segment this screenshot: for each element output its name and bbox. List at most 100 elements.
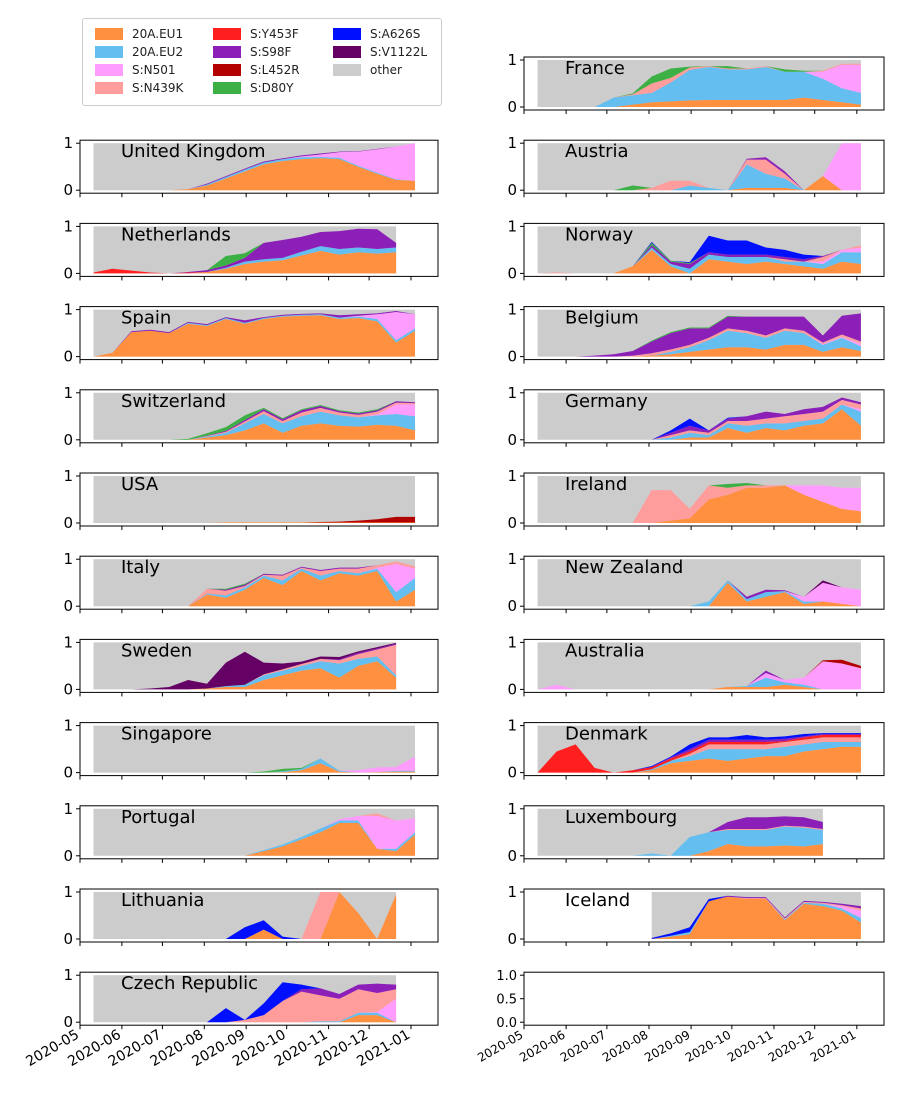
area-s-a626s	[651, 895, 861, 939]
y-tick-label: 1	[507, 134, 517, 152]
legend-label: S:S98F	[250, 45, 292, 59]
area-20a-eu2	[537, 826, 823, 856]
axes-frame	[523, 139, 885, 194]
y-tick-label: 0	[63, 431, 73, 449]
subplot-spain: 0 1 Spain	[63, 301, 439, 366]
country-label: Iceland	[565, 890, 630, 911]
axes-frame	[523, 888, 885, 943]
x-tick-label: 2020-06	[517, 1028, 567, 1065]
axes-frame	[79, 472, 439, 527]
legend-entry-s-v1122l: S:V1122L	[333, 44, 427, 60]
area-20a-eu2	[93, 758, 416, 773]
area-s-n439k	[537, 328, 861, 357]
y-tick-label: 1	[63, 633, 73, 651]
country-label: Australia	[565, 640, 645, 661]
y-tick-label: 0	[507, 264, 517, 282]
subplot-singapore: 0 1 Singapore	[63, 717, 439, 782]
y-tick-label: 1	[507, 384, 517, 402]
country-label: Switzerland	[121, 391, 226, 412]
axes-frame	[79, 139, 439, 194]
x-tick-label: 2020-07	[558, 1028, 608, 1065]
y-tick-label: 1	[507, 633, 517, 651]
y-tick-label: 1	[507, 800, 517, 818]
area-20a-eu2	[537, 330, 861, 357]
subplot-luxembourg: 0 1 Luxembourg	[507, 800, 885, 865]
subplot-belgium: 0 1 Belgium	[507, 301, 885, 366]
y-tick-label: 1	[507, 883, 517, 901]
axes-frame	[79, 638, 439, 693]
country-label: Netherlands	[121, 224, 231, 245]
legend: 20A.EU1 20A.EU2 S:N501 S:N439K S:Y453F S:S98F…	[82, 18, 442, 106]
subplot-denmark: 0 1 Denmark	[507, 717, 885, 782]
country-label: Norway	[565, 224, 634, 245]
legend-entry-s-y453f: S:Y453F	[213, 26, 299, 42]
subplot-usa: 0 1 USA	[63, 467, 439, 532]
subplot-united-kingdom: 0 1 United Kingdom	[63, 134, 439, 199]
axes-frame	[523, 222, 885, 277]
legend-label: 20A.EU1	[132, 27, 184, 41]
axes-frame	[79, 222, 439, 277]
y-tick-label: 1	[63, 800, 73, 818]
x-tick-label: 2020-10	[683, 1028, 733, 1065]
axes-frame	[79, 555, 439, 610]
x-tick-label: 2020-08	[600, 1028, 650, 1065]
subplot-switzerland: 0 1 Switzerland	[63, 384, 439, 449]
y-tick-label: 1	[507, 51, 517, 69]
area-20a-eu1	[93, 763, 416, 773]
subplot-portugal: 0 1 Portugal	[63, 800, 439, 865]
area-20a-eu1	[93, 892, 397, 939]
legend-swatch	[95, 46, 123, 58]
area-20a-eu1	[93, 250, 397, 274]
area-s-l452r	[93, 516, 416, 523]
y-tick-label: 1	[63, 384, 73, 402]
area-20a-eu1	[537, 746, 861, 773]
subplot-australia: 0 1 Australia	[507, 633, 885, 698]
area-s-n501	[93, 815, 416, 856]
area-20a-eu1	[93, 822, 416, 856]
area-s-s98f	[93, 228, 397, 274]
y-tick-label: 1	[63, 883, 73, 901]
y-tick-label: 0	[63, 181, 73, 199]
subplot-lithuania: 0 1 Lithuania	[63, 883, 439, 948]
area-s-s98f	[93, 401, 416, 440]
area-20a-eu1	[537, 582, 861, 607]
country-label: Sweden	[121, 640, 192, 661]
subplot-sweden: 0 1 Sweden	[63, 633, 439, 698]
area-s-n439k	[537, 485, 861, 523]
country-label: France	[565, 58, 625, 79]
y-tick-label: 0	[507, 98, 517, 116]
area-s-v1122l	[537, 580, 861, 607]
y-tick-label: 1	[507, 717, 517, 735]
area-20a-eu1	[93, 158, 416, 191]
area-other	[93, 476, 416, 523]
legend-swatch	[95, 28, 123, 40]
legend-label: S:A626S	[370, 27, 421, 41]
legend-label: S:N439K	[132, 81, 184, 95]
legend-swatch	[213, 64, 241, 76]
legend-label: S:D80Y	[250, 81, 294, 95]
y-tick-label: 1.0	[496, 969, 517, 984]
area-20a-eu2	[93, 246, 397, 274]
area-s-y453f	[537, 735, 861, 773]
legend-swatch	[213, 28, 241, 40]
legend-entry-20a-eu2: 20A.EU2	[95, 44, 183, 60]
x-tick-label: 2020-11	[725, 1028, 775, 1065]
country-label: Belgium	[565, 308, 639, 329]
y-tick-label: 0	[507, 181, 517, 199]
country-label: Ireland	[565, 474, 627, 495]
area-20a-eu1	[537, 485, 861, 523]
axes-frame	[523, 306, 885, 361]
area-s-n439k	[537, 737, 861, 773]
x-tick-label: 2020-09	[642, 1028, 692, 1065]
y-tick-label: 1	[63, 301, 73, 319]
legend-swatch	[333, 64, 361, 76]
legend-swatch	[333, 28, 361, 40]
subplot-france: 0 1 France	[507, 51, 885, 116]
axes-frame	[523, 971, 885, 1026]
y-tick-label: 1	[507, 550, 517, 568]
axes-frame	[523, 638, 885, 693]
area-s-s98f	[537, 816, 823, 856]
axes-frame	[79, 971, 439, 1026]
subplot-new-zealand: 0 1 New Zealand	[507, 550, 885, 615]
y-tick-label: 0	[63, 348, 73, 366]
